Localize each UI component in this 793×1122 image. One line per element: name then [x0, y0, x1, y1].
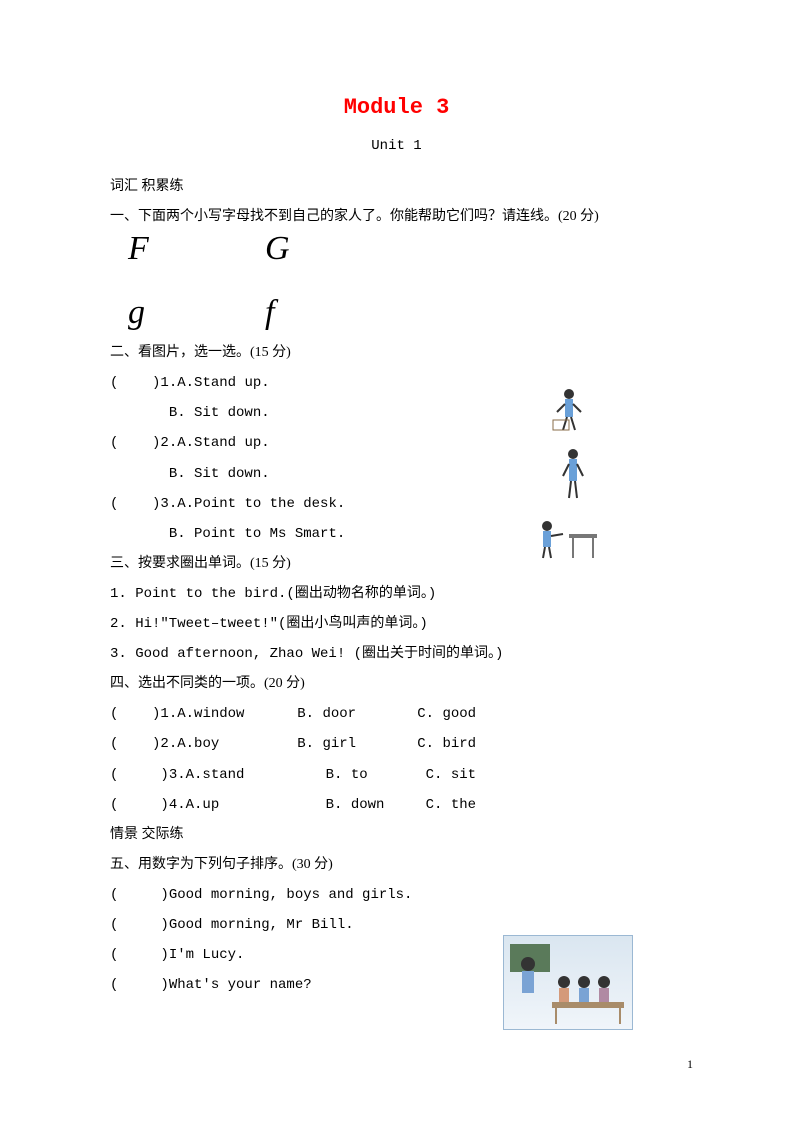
- letter-upper-f: F: [110, 232, 180, 278]
- page-number: 1: [687, 1057, 693, 1072]
- q2-1a: ( )1.A.Stand up.: [110, 368, 683, 398]
- letter-lower-f: f: [247, 292, 317, 338]
- q3-2: 2. Hi!"Tweet–tweet!"(圈出小鸟叫声的单词。): [110, 609, 683, 639]
- q4-4: ( )4.A.upB. downC. the: [110, 790, 683, 820]
- q3-1: 1. Point to the bird.(圈出动物名称的单词。): [110, 579, 683, 609]
- q4-3: ( )3.A.standB. toC. sit: [110, 760, 683, 790]
- scene-header: 情景 交际练: [110, 820, 683, 850]
- lower-letters-row: g f: [110, 292, 683, 338]
- q2-2b: B. Sit down.: [110, 459, 683, 489]
- q4-title: 四、选出不同类的一项。(20 分): [110, 669, 683, 699]
- q5-1: ( )Good morning, boys and girls.: [110, 880, 683, 910]
- module-title: Module 3: [110, 95, 683, 120]
- q2-fig-1: [545, 386, 593, 439]
- q2-3a: ( )3.A.Point to the desk.: [110, 489, 683, 519]
- letter-glyph: G: [265, 230, 290, 268]
- q2-1b: B. Sit down.: [110, 398, 683, 428]
- letter-upper-g: G: [247, 232, 317, 278]
- q1-title: 一、下面两个小写字母找不到自己的家人了。你能帮助它们吗？请连线。(20 分): [110, 202, 683, 232]
- upper-letters-row: F G: [110, 232, 683, 278]
- q3-3: 3. Good afternoon, Zhao Wei! (圈出关于时间的单词。…: [110, 639, 683, 669]
- q2-title: 二、看图片，选一选。(15 分): [110, 338, 683, 368]
- letter-lower-g: g: [110, 292, 180, 338]
- q2-fig-3: [533, 516, 603, 567]
- q2-2a: ( )2.A.Stand up.: [110, 428, 683, 458]
- q5-classroom-illustration: [503, 935, 633, 1030]
- q5-title: 五、用数字为下列句子排序。(30 分): [110, 850, 683, 880]
- letter-glyph: F: [128, 230, 149, 268]
- letter-glyph: g: [128, 294, 145, 332]
- vocab-header: 词汇 积累练: [110, 172, 683, 202]
- unit-subtitle: Unit 1: [110, 138, 683, 154]
- q4-1: ( )1.A.windowB. doorC. good: [110, 699, 683, 729]
- q2-fig-2: [553, 446, 593, 507]
- letter-glyph: f: [265, 294, 274, 332]
- q4-2: ( )2.A.boyB. girlC. bird: [110, 729, 683, 759]
